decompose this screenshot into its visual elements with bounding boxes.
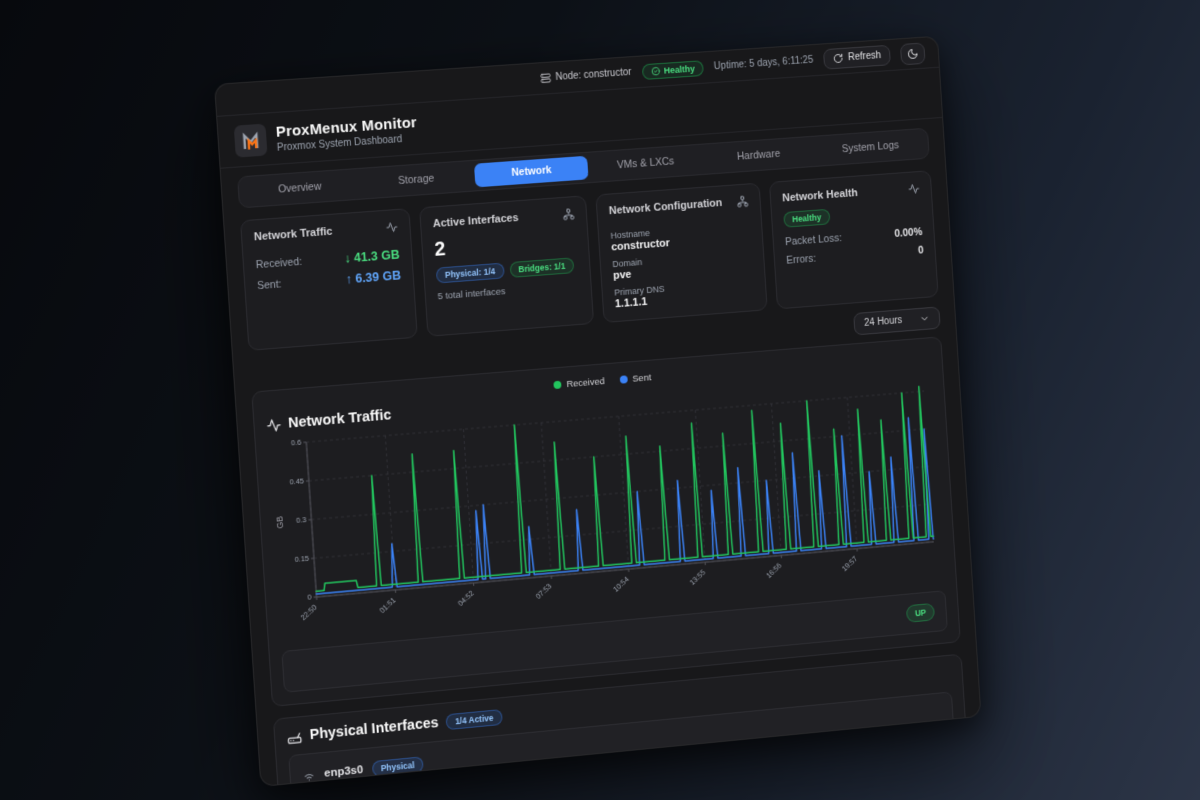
active-interfaces-card: Active Interfaces 2 Physical: 1/4 Bridge… — [419, 195, 595, 337]
received-label: Received: — [255, 255, 303, 272]
svg-text:0.6: 0.6 — [291, 438, 302, 448]
network-configuration-card: Network Configuration Hostname construct… — [595, 182, 768, 324]
health-card-status-badge: Healthy — [783, 208, 831, 228]
network-icon — [737, 195, 749, 208]
network-traffic-card-title: Network Traffic — [253, 225, 333, 244]
svg-text:0: 0 — [307, 593, 312, 602]
svg-text:22:50: 22:50 — [299, 603, 319, 622]
svg-text:19:57: 19:57 — [840, 554, 859, 573]
received-value: ↓ 41.3 GB — [343, 247, 401, 266]
health-status-badge: Healthy — [641, 59, 704, 80]
wifi-icon — [302, 768, 316, 782]
tab-hardware[interactable]: Hardware — [736, 147, 781, 163]
errors-value: 0 — [917, 244, 924, 257]
refresh-icon — [833, 53, 844, 64]
tab-overview[interactable]: Overview — [277, 180, 322, 196]
physical-interfaces-title: Physical Interfaces — [309, 715, 440, 744]
network-health-card: Network Health Healthy Packet Loss: 0.00… — [768, 170, 939, 310]
svg-text:04:52: 04:52 — [456, 589, 475, 608]
physical-count-badge: Physical: 1/4 — [435, 262, 505, 284]
legend-item-sent: Sent — [619, 372, 652, 385]
errors-label: Errors: — [785, 252, 817, 267]
tab-system-logs[interactable]: System Logs — [841, 139, 900, 156]
network-icon — [562, 208, 574, 221]
node-label: Node: constructor — [555, 67, 632, 83]
chevron-down-icon — [919, 313, 930, 324]
refresh-button[interactable]: Refresh — [822, 44, 891, 70]
total-interfaces-note: 5 total interfaces — [437, 286, 506, 303]
svg-text:01:51: 01:51 — [378, 596, 398, 615]
check-circle-icon — [650, 66, 660, 76]
packet-loss-label: Packet Loss: — [784, 232, 843, 249]
tab-storage[interactable]: Storage — [397, 172, 435, 188]
svg-text:0.45: 0.45 — [289, 477, 304, 487]
moon-icon — [907, 47, 919, 59]
time-range-value: 24 Hours — [863, 315, 903, 329]
theme-toggle-button[interactable] — [899, 41, 926, 65]
sent-legend-dot — [619, 375, 628, 384]
router-icon — [287, 729, 303, 745]
active-interfaces-card-title: Active Interfaces — [432, 212, 519, 231]
app-header: ProxMenux Monitor Proxmox System Dashboa… — [217, 67, 943, 169]
network-configuration-card-title: Network Configuration — [608, 197, 723, 218]
activity-icon — [908, 183, 920, 195]
node-indicator: Node: constructor — [540, 67, 632, 84]
svg-text:10:54: 10:54 — [611, 575, 630, 594]
network-traffic-chart: 0 0.15 0.3 0.45 0.6 22:50 01:51 04:52 07:53 10:54… — [274, 383, 944, 622]
network-health-card-title: Network Health — [781, 187, 859, 205]
svg-text:13:55: 13:55 — [688, 568, 707, 587]
network-traffic-panel: Received Sent Network Traffic 0 0.15 0.3 0.… — [251, 336, 961, 707]
network-traffic-card: Network Traffic Received: ↓ 41.3 GB Sent… — [239, 208, 418, 351]
tab-network[interactable]: Network — [474, 155, 589, 188]
svg-text:0.3: 0.3 — [296, 516, 307, 526]
sent-value: ↑ 6.39 GB — [345, 268, 402, 287]
physical-active-badge: 1/4 Active — [445, 709, 503, 731]
active-interfaces-count: 2 — [433, 238, 447, 261]
legend-item-received: Received — [553, 376, 605, 391]
activity-icon — [266, 417, 282, 433]
svg-text:16:56: 16:56 — [764, 561, 783, 580]
logo-m-icon — [243, 131, 259, 150]
time-range-select[interactable]: 24 Hours — [853, 306, 941, 336]
server-icon — [540, 72, 551, 84]
svg-text:0.15: 0.15 — [294, 554, 309, 564]
bridges-count-badge: Bridges: 1/1 — [509, 257, 575, 278]
dashboard-window: Node: constructor Healthy Uptime: 5 days… — [214, 35, 982, 788]
activity-icon — [386, 221, 399, 234]
svg-text:07:53: 07:53 — [534, 582, 553, 601]
packet-loss-value: 0.00% — [894, 226, 923, 240]
tab-vms-lxcs[interactable]: VMs & LXCs — [616, 155, 675, 172]
up-status-badge: UP — [906, 602, 936, 623]
interface-type-badge: Physical — [371, 756, 424, 778]
interface-name: enp3s0 — [323, 764, 364, 780]
received-legend-dot — [553, 380, 562, 390]
proxmenux-logo — [233, 123, 268, 158]
header-titles: ProxMenux Monitor Proxmox System Dashboa… — [275, 114, 418, 154]
uptime-text: Uptime: 5 days, 6:11:25 — [713, 54, 814, 73]
sent-label: Sent: — [256, 278, 282, 293]
svg-text:GB: GB — [274, 515, 285, 528]
